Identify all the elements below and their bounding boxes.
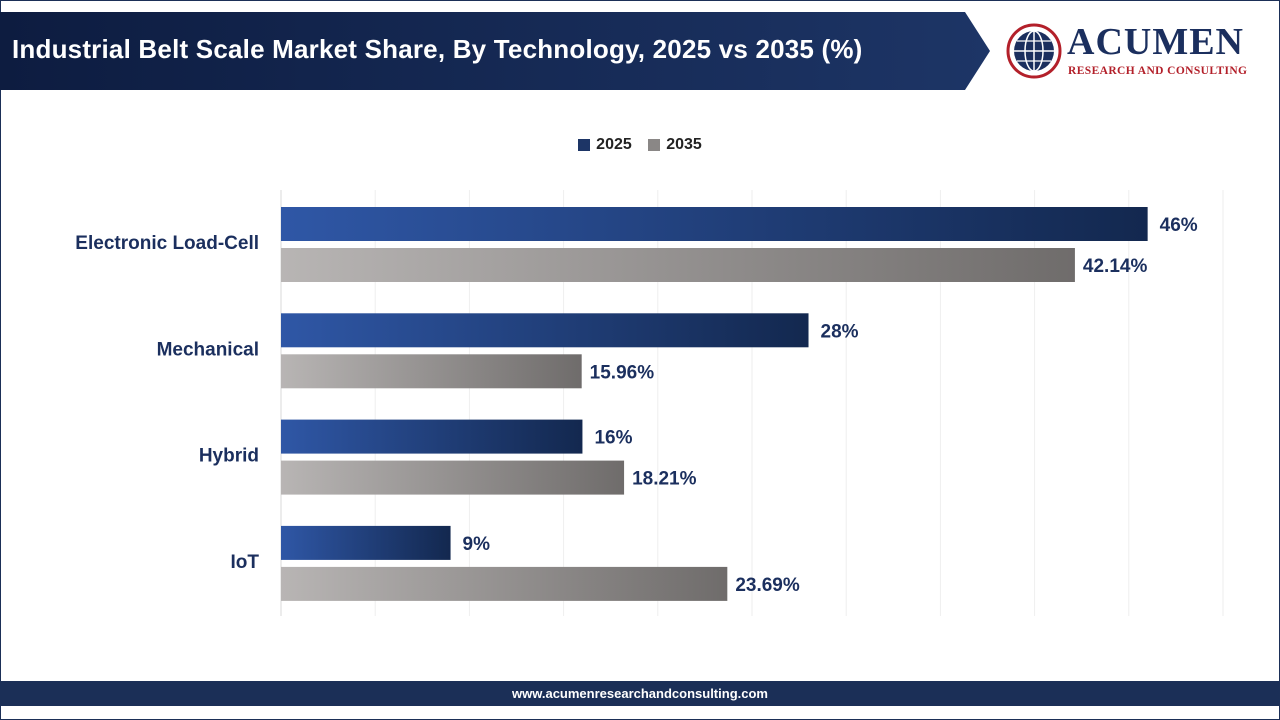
data-label-2025-1: 28% [821,321,859,342]
data-label-2035-0: 42.14% [1083,256,1148,277]
header-banner [0,12,990,90]
bar-2025-3 [281,525,451,560]
data-label-2035-1: 15.96% [590,362,655,383]
data-label-2035-2: 18.21% [632,469,697,490]
legend-label-2025: 2025 [596,136,632,153]
page-title: Industrial Belt Scale Market Share, By T… [12,34,863,64]
legend-item-2035: 2035 [648,136,702,154]
data-label-2025-2: 16% [594,428,632,449]
bar-2035-3 [281,566,728,601]
category-label: Mechanical [157,339,259,360]
bar-2025-0 [281,207,1148,241]
logo-wordmark: ACUMEN [1067,21,1244,63]
category-label: Electronic Load-Cell [75,233,259,254]
legend-swatch-2025 [578,139,591,151]
data-label-2025-3: 9% [463,534,491,555]
chart-legend: 2025 2035 [0,136,1280,156]
bar-2025-1 [281,313,809,348]
globe-icon [1006,23,1062,79]
legend-swatch-2035 [648,139,661,151]
footer-url: www.acumenresearchandconsulting.com [0,681,1280,706]
category-label: IoT [231,552,260,573]
data-label-2025-0: 46% [1160,215,1198,236]
bar-2035-2 [281,460,625,495]
legend-item-2025: 2025 [578,136,632,154]
legend-label-2035: 2035 [666,136,702,153]
logo: ACUMEN RESEARCH AND CONSULTING [1005,20,1265,82]
category-label: Hybrid [199,446,259,467]
bar-2035-1 [281,354,582,389]
data-label-2035-3: 23.69% [735,575,800,596]
bar-2035-0 [281,248,1075,282]
logo-tagline: RESEARCH AND CONSULTING [1068,65,1248,77]
bar-2025-2 [281,419,583,454]
